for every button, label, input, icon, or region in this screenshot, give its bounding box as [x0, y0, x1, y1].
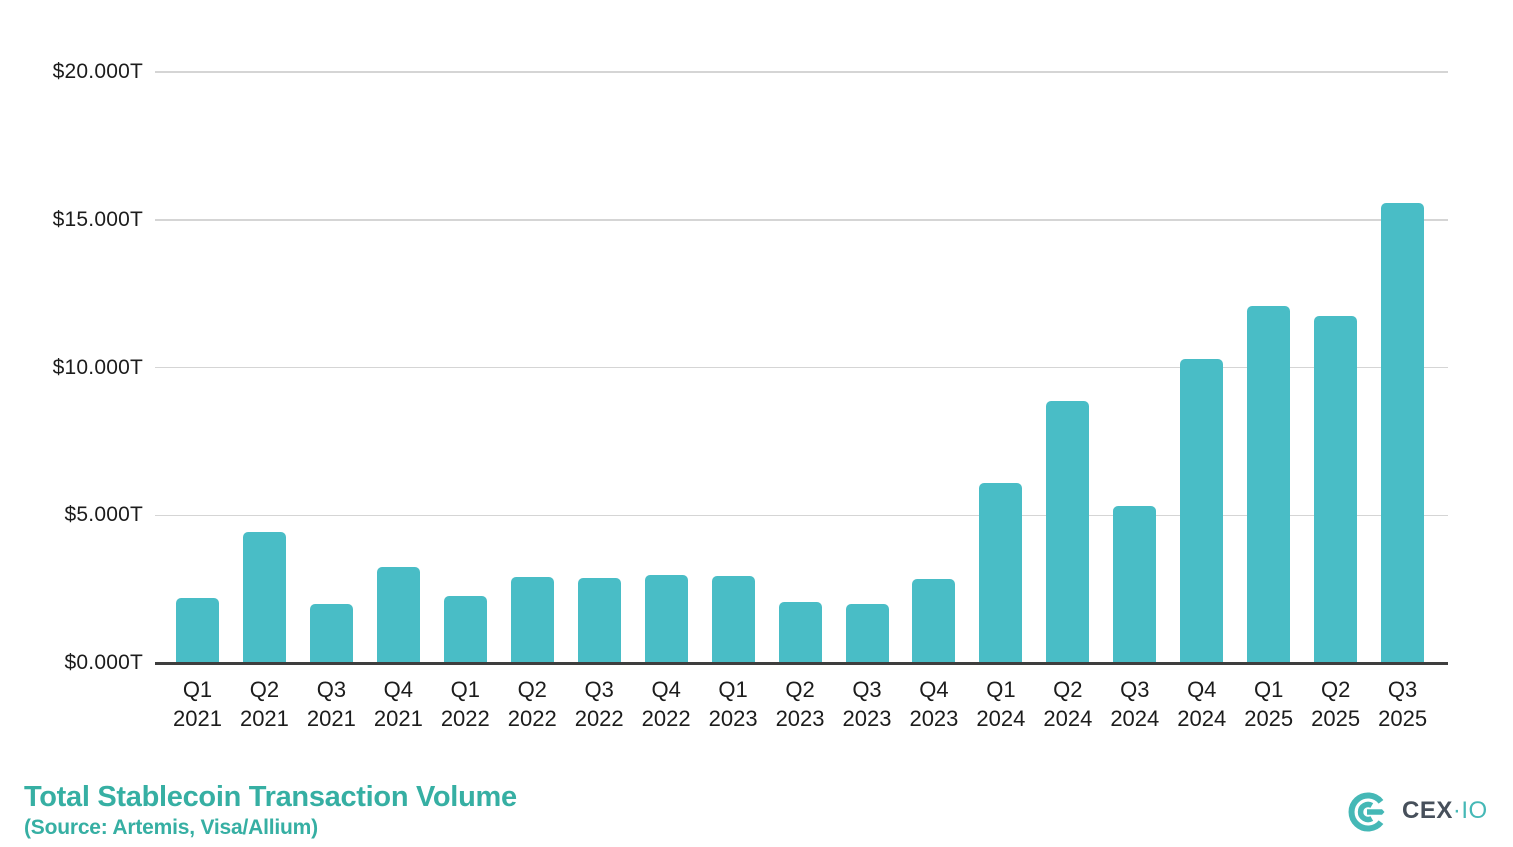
cexio-logo-text: CEX·IO: [1402, 797, 1488, 825]
x-axis-label-quarter: Q4: [651, 677, 681, 702]
bar-q2-2024: [1046, 400, 1090, 663]
x-axis-label-quarter: Q3: [852, 677, 882, 702]
y-axis-tick-label--0-000t: $0.000T: [64, 651, 143, 674]
bar-q4-2021: [376, 566, 420, 663]
bar-q3-2021: [309, 603, 353, 663]
x-axis-label-quarter: Q4: [383, 677, 414, 702]
x-axis-label-quarter: Q1: [986, 677, 1016, 702]
cexio-swirl-icon: [1348, 792, 1385, 832]
x-axis-label-year: 2021: [306, 705, 356, 731]
gridline--10-000t: [155, 366, 1448, 369]
x-axis-label-quarter: Q3: [584, 677, 614, 702]
x-axis-label-q3-2021: Q3 2021: [297, 676, 365, 733]
x-axis-label-year: 2023: [708, 705, 758, 731]
bar-q4-2022: [644, 574, 688, 663]
bar-q3-2023: [845, 603, 889, 663]
x-axis-label-quarter: Q2: [517, 677, 547, 702]
x-axis-label-year: 2023: [775, 705, 825, 731]
x-axis-line: [155, 662, 1448, 665]
x-axis-label-q1-2021: Q1 2021: [164, 676, 232, 733]
bar-chart: $0.000T $5.000T $10.000T $15.000T $20.000T Q1…: [52, 60, 1448, 733]
bar-q2-2022: [510, 577, 554, 663]
x-axis-label-q3-2022: Q3 2022: [565, 676, 633, 733]
x-axis-label-year: 2021: [373, 705, 423, 731]
bar-q2-2021: [242, 532, 286, 663]
x-axis-label-q2-2024: Q2 2024: [1034, 676, 1102, 733]
x-axis-label-q2-2022: Q2 2022: [498, 676, 566, 733]
x-axis-label-year: 2023: [842, 705, 892, 731]
x-axis-label-year: 2023: [909, 705, 959, 731]
x-axis-label-q4-2023: Q4 2023: [900, 676, 968, 733]
y-axis-tick-label--15-000t: $15.000T: [52, 207, 143, 231]
x-axis-label-q1-2023: Q1 2023: [699, 676, 767, 733]
x-axis-label-year: 2024: [1110, 705, 1160, 731]
y-axis-tick-label--5-000t: $5.000T: [64, 503, 143, 527]
x-axis-label-quarter: Q2: [785, 677, 815, 702]
x-axis-label-year: 2025: [1378, 705, 1428, 731]
bar-q1-2021: [176, 597, 219, 663]
bar-q1-2023: [711, 576, 755, 663]
x-axis-label-year: 2021: [239, 705, 289, 731]
x-axis-label-quarter: Q4: [919, 677, 949, 702]
bar-q3-2025: [1381, 202, 1425, 663]
x-axis-label-quarter: Q1: [718, 677, 748, 702]
bar-q4-2023: [912, 579, 956, 663]
bar-q3-2024: [1113, 506, 1157, 663]
x-axis-label-q3-2025: Q3 2025: [1369, 676, 1437, 733]
x-axis-label-quarter: Q3: [316, 677, 347, 702]
chart-title: Total Stablecoin Transaction Volume: [24, 781, 517, 813]
x-axis-label-q4-2024: Q4 2024: [1168, 676, 1236, 733]
x-axis-label-quarter: Q2: [249, 677, 280, 702]
y-axis-tick-label--10-000t: $10.000T: [52, 355, 143, 379]
logo-text-separator: ·: [1452, 797, 1462, 824]
x-axis-label-q1-2024: Q1 2024: [967, 676, 1035, 733]
x-axis-label-year: 2022: [641, 705, 691, 731]
gridline--20-000t: [155, 71, 1448, 73]
x-axis-label-q4-2021: Q4 2021: [364, 676, 432, 733]
x-axis-label-year: 2022: [507, 705, 557, 731]
gridline--5-000t: [155, 514, 1448, 516]
x-axis-label-quarter: Q3: [1387, 677, 1418, 702]
logo-text-cex: CEX: [1402, 797, 1453, 824]
x-axis-label-year: 2024: [976, 705, 1026, 731]
x-axis-label-q2-2023: Q2 2023: [766, 676, 834, 733]
x-axis-label-quarter: Q3: [1120, 677, 1150, 702]
x-axis-label-year: 2024: [1177, 705, 1227, 731]
x-axis-label-q4-2022: Q4 2022: [632, 676, 700, 733]
bar-q1-2022: [443, 595, 487, 663]
x-axis-label-quarter: Q2: [1320, 677, 1351, 702]
x-axis-label-year: 2025: [1244, 705, 1294, 731]
bar-q2-2023: [778, 602, 822, 663]
bar-q4-2024: [1180, 358, 1224, 663]
x-axis-label-year: 2025: [1311, 705, 1361, 731]
x-axis-label-quarter: Q1: [182, 677, 213, 702]
x-axis-label-quarter: Q4: [1187, 677, 1217, 702]
y-axis-tick-label--20-000t: $20.000T: [52, 60, 143, 83]
x-axis-label-quarter: Q1: [1254, 677, 1284, 702]
x-axis-label-year: 2021: [173, 705, 222, 731]
bar-q1-2025: [1247, 306, 1291, 663]
x-axis-label-quarter: Q1: [450, 677, 480, 702]
x-axis-label-q2-2021: Q2 2021: [230, 676, 298, 733]
x-axis-label-year: 2024: [1043, 705, 1093, 731]
x-axis-label-q1-2025: Q1 2025: [1235, 676, 1303, 733]
bar-q3-2022: [577, 578, 621, 663]
x-axis-label-q1-2022: Q1 2022: [431, 676, 499, 733]
chart-source-note: (Source: Artemis, Visa/Allium): [24, 816, 318, 839]
cexio-logo: CEX·IO: [1344, 788, 1494, 836]
x-axis-label-year: 2022: [440, 705, 490, 731]
x-axis-label-year: 2022: [574, 705, 624, 731]
x-axis-label-q3-2024: Q3 2024: [1101, 676, 1169, 733]
x-axis-label-q3-2023: Q3 2023: [833, 676, 901, 733]
x-axis-label-q2-2025: Q2 2025: [1302, 676, 1370, 733]
bar-q1-2024: [979, 483, 1023, 663]
x-axis-label-quarter: Q2: [1053, 677, 1083, 702]
bar-q2-2025: [1314, 316, 1358, 663]
gridline--15-000t: [155, 219, 1448, 221]
logo-text-io: IO: [1461, 797, 1488, 824]
